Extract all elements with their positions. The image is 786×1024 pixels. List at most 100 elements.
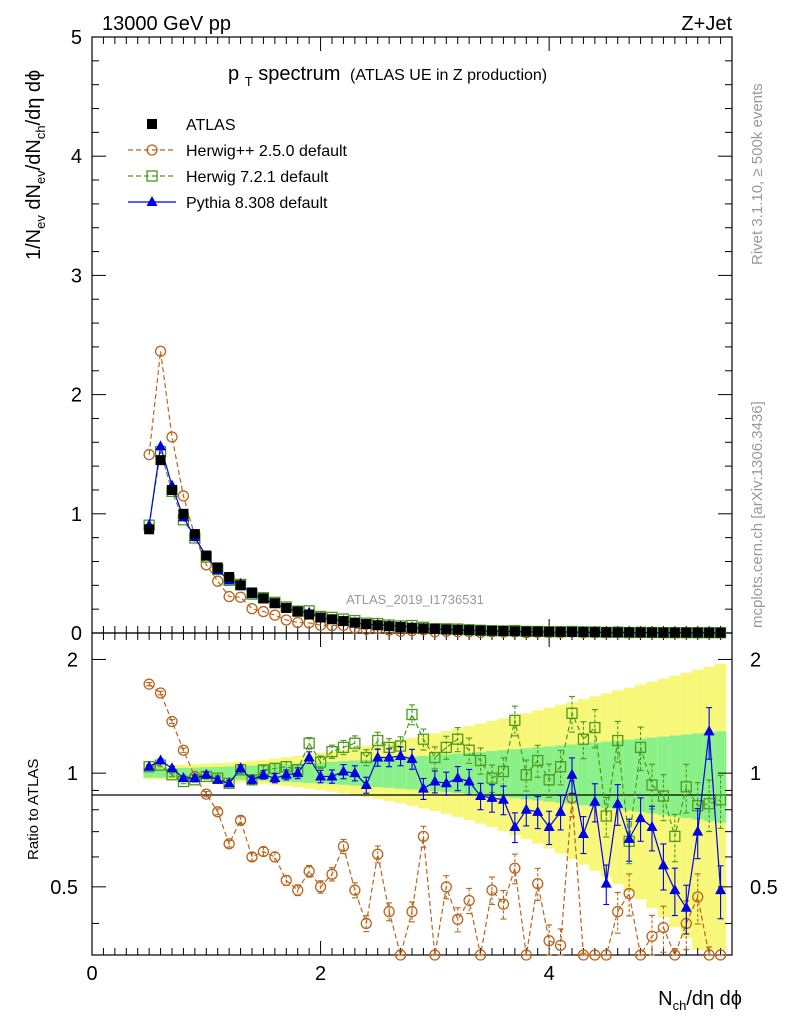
- y-tick-label: 5: [71, 27, 82, 49]
- atlas-point: [715, 627, 726, 638]
- ratio-point: [509, 714, 521, 726]
- ratio-point: [623, 887, 635, 900]
- ratio-uncertainty-bands: [143, 663, 727, 951]
- legend-label: ATLAS: [186, 117, 236, 134]
- ratio-point: [486, 791, 498, 802]
- atlas-point: [624, 627, 635, 638]
- ratio-point: [714, 949, 727, 961]
- ratio-tick-label-right: 1: [750, 763, 761, 785]
- y-tick-label: 2: [71, 385, 82, 407]
- ratio-point: [360, 917, 372, 930]
- band-inner: [554, 745, 567, 803]
- series-atlas: [144, 455, 726, 638]
- side-label-top: Rivet 3.1.10, ≥ 500k events: [749, 83, 766, 265]
- ratio-point: [429, 751, 441, 764]
- ratio-point: [474, 949, 487, 961]
- ratio-point: [486, 884, 498, 896]
- band-inner: [303, 762, 315, 783]
- ratio-point: [577, 949, 590, 961]
- atlas-point: [269, 598, 280, 609]
- atlas-point: [544, 626, 555, 637]
- band-inner: [600, 741, 612, 808]
- ratio-point: [497, 793, 509, 804]
- band-inner: [543, 746, 555, 802]
- ratio-point: [497, 765, 510, 778]
- ratio-point: [600, 877, 612, 888]
- ratio-point: [143, 678, 155, 690]
- ratio-point: [657, 859, 669, 870]
- ratio-point: [680, 781, 692, 793]
- y-axis-label-main: 1/Nev dNev/dNch/dη dϕ: [23, 70, 48, 260]
- ratio-point: [326, 868, 338, 880]
- atlas-point: [315, 612, 326, 623]
- band-inner: [669, 735, 681, 817]
- band-inner: [143, 768, 155, 778]
- ratio-point: [497, 898, 510, 910]
- ratio-point: [440, 881, 452, 893]
- ratio-point: [314, 881, 327, 893]
- ratio-point: [383, 751, 395, 762]
- main-point: [155, 440, 167, 451]
- ratio-point: [692, 891, 704, 903]
- ratio-point: [257, 768, 269, 779]
- ratio-point: [292, 884, 304, 896]
- legend: ATLAS Herwig++ 2.5.0 default Herwig 7.2.1 …: [128, 117, 348, 212]
- band-inner: [406, 756, 418, 790]
- ratio-point: [612, 734, 624, 747]
- ratio-point: [452, 913, 464, 926]
- ratio-point: [463, 744, 475, 756]
- ratio-point: [303, 865, 315, 877]
- legend-label: Herwig 7.2.1 default: [186, 169, 329, 186]
- ratio-point: [200, 768, 212, 779]
- atlas-point: [521, 626, 532, 637]
- band-inner: [532, 747, 544, 801]
- band-inner: [623, 739, 635, 811]
- ratio-point: [543, 774, 555, 786]
- legend-marker: [147, 119, 157, 129]
- legend-label: Pythia 8.308 default: [186, 195, 328, 212]
- ratio-point: [417, 782, 429, 793]
- atlas-point: [167, 484, 177, 495]
- main-point: [223, 590, 235, 603]
- atlas-point: [669, 627, 680, 638]
- ratio-point: [577, 733, 590, 745]
- ratio-tick-label-left: 0.5: [50, 877, 78, 899]
- ratio-point: [589, 721, 601, 734]
- atlas-point: [189, 529, 200, 540]
- ratio-tick-label-left: 1: [67, 763, 78, 785]
- ratio-point: [394, 949, 407, 961]
- ratio-point: [177, 772, 189, 783]
- atlas-point: [589, 627, 600, 638]
- atlas-point: [349, 617, 360, 628]
- ratio-point: [303, 751, 315, 762]
- ratio-point: [703, 949, 715, 961]
- ratio-point: [314, 756, 327, 768]
- atlas-point: [418, 623, 429, 634]
- ratio-point: [669, 830, 681, 843]
- y-axis-label-ratio: Ratio to ATLAS: [25, 759, 42, 860]
- ratio-point: [646, 821, 658, 832]
- atlas-point: [452, 624, 463, 635]
- ratio-point: [212, 773, 224, 784]
- main-point: [292, 616, 304, 629]
- ratio-point: [452, 733, 464, 745]
- ratio-point: [315, 770, 327, 781]
- main-point: [269, 609, 281, 621]
- ratio-point: [212, 806, 224, 818]
- atlas-point: [658, 627, 669, 638]
- analysis-id: ATLAS_2019_I1736531: [346, 592, 484, 607]
- main-line: [148, 351, 721, 634]
- ratio-point: [406, 753, 418, 764]
- ratio-point: [383, 905, 395, 918]
- atlas-point: [509, 626, 520, 637]
- band-inner: [692, 733, 704, 820]
- ratio-line: [149, 711, 721, 842]
- ratio-point: [372, 751, 384, 762]
- ratio-point: [532, 877, 544, 890]
- ratio-point: [155, 754, 167, 765]
- y-tick-label: 3: [71, 265, 82, 287]
- y-tick-label: 1: [71, 504, 82, 526]
- atlas-point: [224, 571, 235, 582]
- atlas-point: [327, 614, 337, 625]
- atlas-point: [555, 626, 566, 637]
